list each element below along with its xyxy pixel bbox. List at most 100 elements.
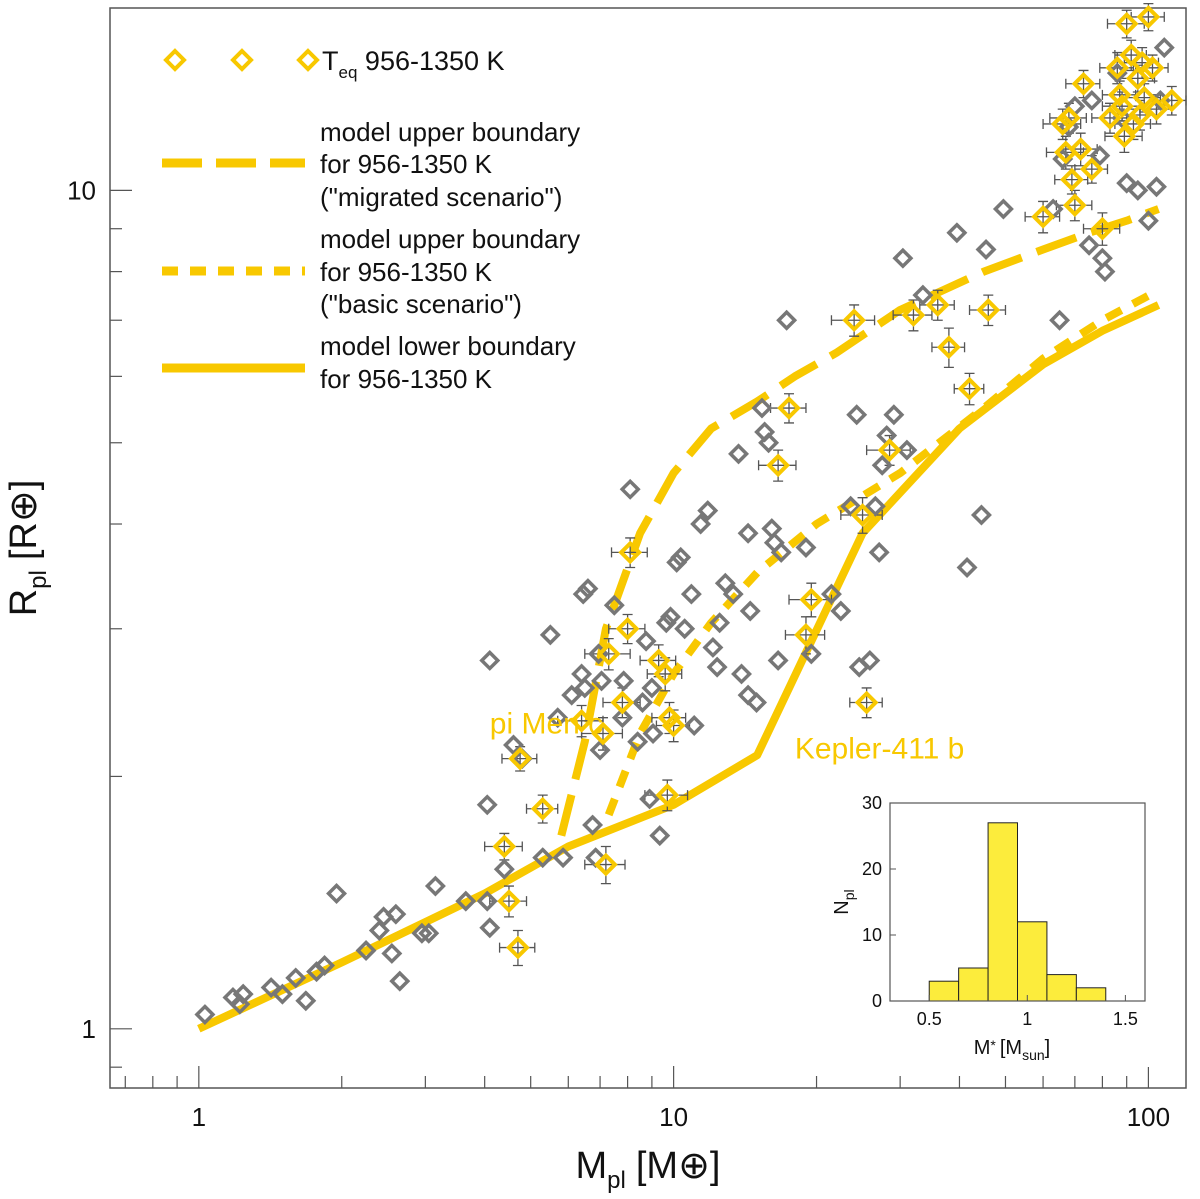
planet-marker bbox=[479, 917, 501, 939]
teq-planet-marker bbox=[653, 662, 678, 686]
planet-marker bbox=[314, 955, 336, 976]
inset-x-tick-label: 0.5 bbox=[917, 1009, 942, 1029]
planet-marker bbox=[574, 677, 596, 699]
teq-planet-marker bbox=[530, 796, 555, 821]
planet-marker bbox=[731, 663, 752, 685]
planet-markers bbox=[194, 5, 1184, 1026]
planet-marker bbox=[260, 977, 282, 999]
teq-planet-marker bbox=[842, 308, 866, 333]
planet-marker bbox=[992, 198, 1014, 220]
teq-planet-marker bbox=[594, 852, 618, 877]
planet-marker bbox=[642, 723, 664, 745]
planet-marker bbox=[577, 578, 599, 600]
planet-marker bbox=[355, 940, 377, 961]
error-bar bbox=[840, 497, 883, 534]
curve-dashed-short bbox=[604, 286, 1161, 817]
error-bar bbox=[584, 845, 626, 885]
error-bar bbox=[484, 832, 523, 861]
inset-y-sub: pl bbox=[841, 889, 857, 900]
histogram-bar bbox=[1075, 987, 1107, 1002]
planet-marker bbox=[271, 983, 293, 1005]
planet-marker bbox=[552, 847, 574, 869]
model-curves bbox=[197, 205, 1161, 1033]
planet-marker bbox=[1146, 176, 1167, 198]
error-bar bbox=[608, 613, 646, 645]
teq-planet-marker bbox=[1057, 106, 1081, 130]
planet-marker bbox=[975, 239, 997, 261]
legend-teq-rest: 956-1350 K bbox=[357, 46, 504, 76]
teq-planet-marker bbox=[854, 690, 879, 715]
planet-marker bbox=[411, 922, 433, 944]
teq-planet-marker bbox=[610, 690, 635, 715]
y-label-R: R bbox=[3, 589, 45, 616]
teq-planet-marker bbox=[1126, 66, 1150, 91]
error-bar bbox=[1054, 165, 1089, 195]
teq-planet-marker bbox=[766, 453, 790, 478]
error-bar bbox=[602, 687, 641, 719]
inset-axis-ticks: 0.5 1 1.5 0 10 20 30 bbox=[862, 793, 1138, 1029]
planet-marker bbox=[767, 649, 789, 671]
teq-planet-marker bbox=[615, 616, 640, 641]
inset-histogram: 0.5 1 1.5 0 10 20 30 M* [Msun] Npl bbox=[831, 783, 1176, 1067]
inset-y-label: Npl bbox=[831, 889, 857, 914]
planet-marker bbox=[632, 692, 653, 713]
error-bar bbox=[525, 794, 559, 824]
planet-marker bbox=[1078, 234, 1100, 256]
error-bar bbox=[931, 327, 966, 369]
planet-marker bbox=[859, 649, 881, 671]
planet-marker bbox=[706, 656, 728, 678]
planet-marker bbox=[1153, 37, 1175, 59]
teq-planet-marker bbox=[1110, 94, 1134, 119]
teq-planet-marker bbox=[1107, 82, 1132, 107]
planet-marker bbox=[295, 990, 317, 1012]
planet-marker bbox=[476, 794, 498, 816]
planet-marker bbox=[758, 432, 780, 454]
planet-marker bbox=[455, 890, 477, 912]
planet-marker bbox=[547, 707, 569, 729]
y-tick-label: 1 bbox=[82, 1014, 96, 1044]
teq-planet-marker bbox=[1130, 50, 1154, 75]
error-bar bbox=[1065, 69, 1101, 99]
inset-x-unit-close: ] bbox=[1045, 1037, 1051, 1059]
error-bar bbox=[1091, 102, 1128, 134]
teq-planet-marker bbox=[794, 623, 818, 647]
teq-planet-marker bbox=[877, 438, 902, 462]
planet-marker bbox=[728, 443, 750, 465]
legend-entry-lower: model lower boundary for 956-1350 K bbox=[162, 331, 576, 394]
planet-marker bbox=[418, 922, 440, 944]
planet-marker bbox=[368, 920, 390, 941]
inset-y-tick-label: 10 bbox=[862, 925, 882, 945]
teq-planet-marker bbox=[1159, 88, 1184, 113]
planet-marker bbox=[840, 495, 862, 517]
planet-marker bbox=[649, 825, 671, 847]
error-bar bbox=[953, 372, 985, 406]
error-bar bbox=[968, 294, 1007, 327]
teq-planet-marker bbox=[1079, 157, 1104, 181]
x-tick-label: 1 bbox=[192, 1102, 206, 1132]
error-bar bbox=[1024, 200, 1061, 234]
histogram-bar bbox=[928, 980, 960, 1002]
planet-marker bbox=[776, 309, 798, 331]
curve-solid bbox=[197, 301, 1161, 1033]
x-tick-label: 100 bbox=[1127, 1102, 1170, 1132]
error-bar bbox=[498, 929, 536, 967]
planet-marker bbox=[670, 546, 692, 568]
planet-marker bbox=[611, 707, 633, 729]
planet-marker bbox=[690, 513, 712, 535]
teq-planet-marker bbox=[1144, 97, 1169, 121]
planet-marker bbox=[194, 1004, 216, 1026]
y-axis-label: Rpl [R⊕] bbox=[3, 480, 52, 617]
inset-y-tick-label: 0 bbox=[872, 991, 882, 1011]
planet-marker bbox=[603, 594, 625, 616]
planet-marker bbox=[1089, 145, 1111, 167]
teq-planet-marker bbox=[1128, 103, 1152, 127]
legend-entry-basic: model upper boundary for 956-1350 K ("ba… bbox=[162, 224, 580, 319]
teq-planet-marker bbox=[1071, 71, 1096, 96]
planet-marker bbox=[1137, 210, 1159, 232]
legend-teq-sub: eq bbox=[339, 63, 358, 82]
teq-planet-marker bbox=[1105, 56, 1130, 80]
planet-marker bbox=[751, 397, 773, 419]
